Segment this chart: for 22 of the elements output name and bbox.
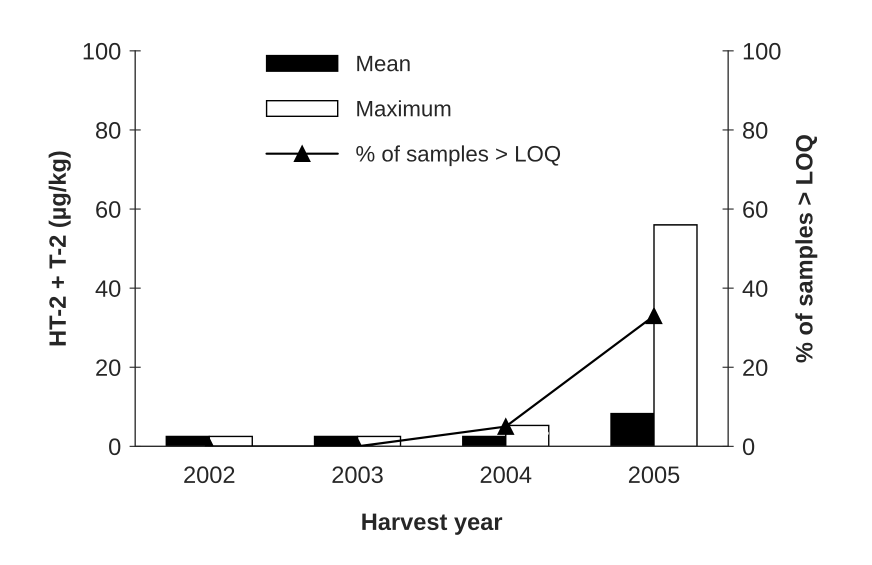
- y2-tick-label: 80: [743, 122, 768, 139]
- y2-tick-label: 20: [743, 359, 768, 376]
- y2-tick-label: 40: [742, 280, 768, 297]
- y-tick-label: 60: [96, 201, 120, 218]
- x-tick-label: 2004: [480, 466, 532, 484]
- y2-tick-label: 100: [744, 42, 780, 60]
- y2-tick-label: 0: [742, 438, 754, 456]
- x-axis-title: Harvest year: [362, 514, 502, 535]
- y-axis-title: HT-2 + T-2 (µg/kg): [48, 151, 71, 346]
- legend-label: % of samples > LOQ: [356, 145, 560, 166]
- y-tick-label: 20: [96, 359, 120, 376]
- y-tick-label: 100: [84, 42, 120, 60]
- y2-tick-label: 60: [743, 201, 768, 218]
- y-tick-label: 0: [109, 438, 120, 456]
- x-tick-label: 2003: [332, 466, 383, 484]
- legend-label: Mean: [357, 56, 410, 72]
- x-tick-label: 2005: [628, 466, 680, 484]
- y-tick-label: 80: [96, 122, 120, 139]
- y-tick-label: 40: [96, 280, 120, 297]
- y2-axis-title: % of samples > LOQ: [795, 135, 818, 362]
- x-tick-label: 2002: [184, 466, 234, 484]
- legend-label: Maximum: [357, 100, 450, 117]
